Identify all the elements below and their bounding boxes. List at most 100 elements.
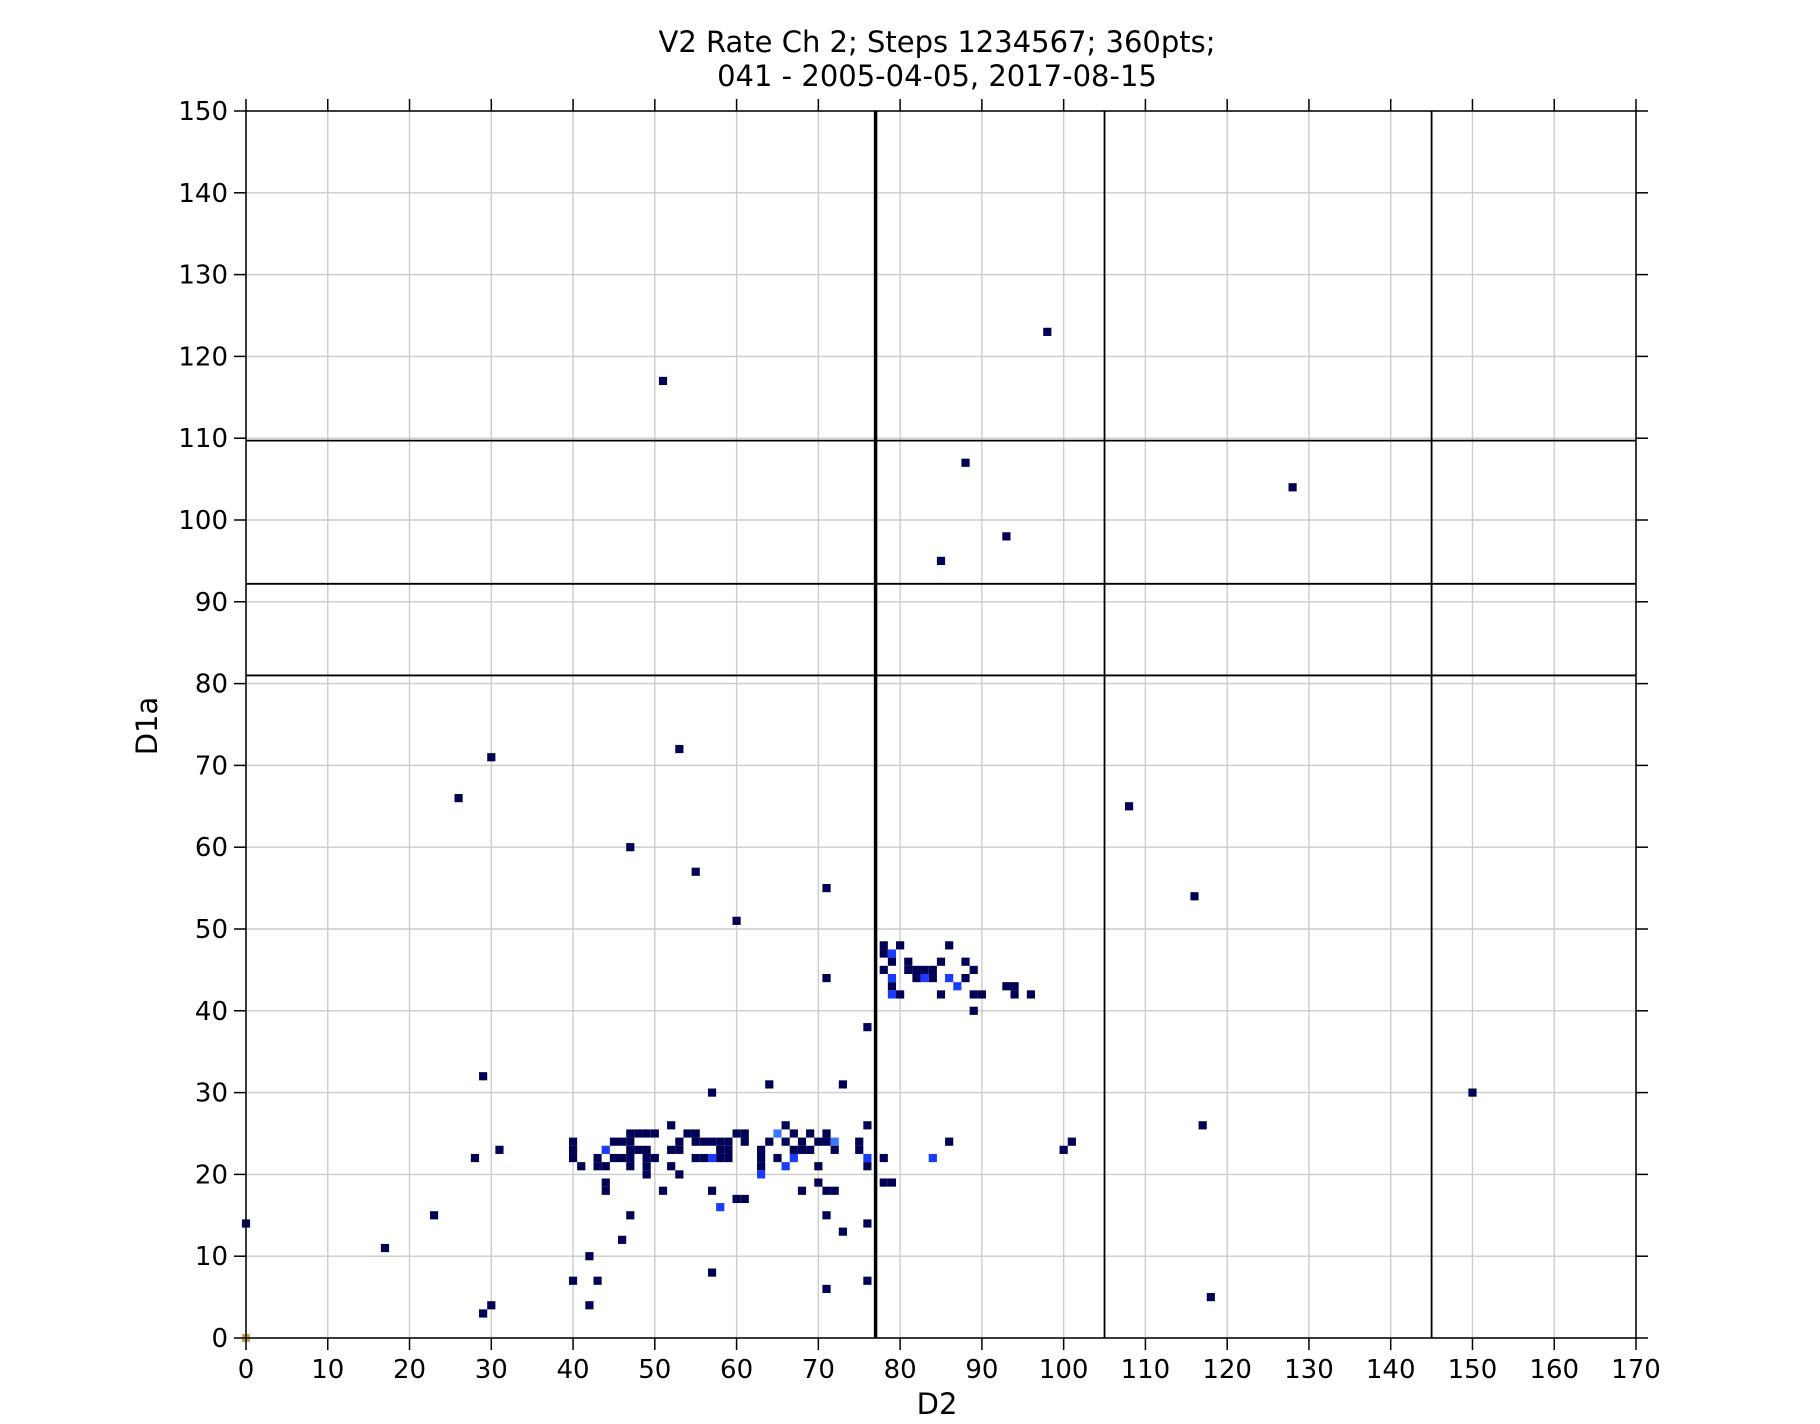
heatmap-cell [773, 1129, 782, 1138]
heatmap-cell [879, 949, 888, 958]
heatmap-cell [797, 1186, 807, 1195]
heatmap-cell [879, 1178, 888, 1187]
heatmap-cell [601, 1162, 610, 1171]
heatmap-cell [626, 1137, 635, 1146]
heatmap-cell [683, 1129, 692, 1138]
heatmap-cell [1010, 982, 1019, 991]
heatmap-cell [797, 1137, 807, 1146]
y-tick-label: 60 [195, 833, 228, 863]
heatmap-cell [593, 1153, 602, 1163]
heatmap-cell [928, 973, 937, 983]
reference-lines [246, 111, 1636, 1338]
heatmap-cell [667, 1121, 676, 1130]
heatmap-cell [838, 1080, 847, 1089]
heatmap-cell [1059, 1145, 1068, 1154]
y-tick-label: 130 [178, 261, 228, 291]
heatmap-cell [773, 1153, 782, 1163]
heatmap-cell [667, 1162, 676, 1171]
heatmap-cell [953, 982, 962, 991]
y-tick-label: 150 [178, 97, 228, 127]
heatmap-cell [479, 1072, 488, 1081]
x-tick-label: 0 [238, 1355, 255, 1385]
heatmap-cell [724, 1145, 733, 1154]
heatmap-cell [642, 1153, 651, 1163]
y-axis-label: D1a [130, 697, 164, 756]
heatmap-cell [822, 884, 831, 893]
heatmap-cell [429, 1211, 439, 1220]
heatmap-cell [699, 1153, 708, 1163]
heatmap-cell [969, 990, 978, 999]
x-tick-label: 10 [311, 1355, 344, 1385]
heatmap-cell [887, 957, 897, 966]
x-tick-label: 30 [475, 1355, 508, 1385]
axis-ticks: 0 10 20 30 40 50 60 70 80 90 100 110 120 130 140 150 160… [178, 97, 1660, 1385]
heatmap-cell [609, 1153, 619, 1163]
heatmap-cell [691, 1129, 700, 1138]
x-tick-label: 80 [884, 1355, 917, 1385]
x-tick-label: 110 [1121, 1355, 1171, 1385]
heatmap-cell [740, 1129, 749, 1138]
heatmap-cell [961, 973, 970, 983]
heatmap-cell [904, 957, 913, 966]
heatmap-cell [977, 990, 986, 999]
heatmap-cell [789, 1129, 798, 1138]
heatmap-cell [642, 1129, 651, 1138]
y-tick-label: 80 [195, 670, 228, 700]
heatmap-cell [757, 1153, 766, 1163]
heatmap-cell [969, 965, 978, 974]
heatmap-cell [724, 1153, 733, 1163]
heatmap-cell [642, 1170, 651, 1179]
y-tick-label: 40 [195, 997, 228, 1027]
heatmap-cell [814, 1178, 823, 1187]
heatmap-cell [1043, 327, 1052, 336]
heatmap-cell [691, 1137, 700, 1146]
heatmap-cell [757, 1170, 766, 1179]
heatmap-cell [1206, 1293, 1215, 1302]
heatmap-cell [716, 1203, 725, 1212]
heatmap-cell [896, 941, 905, 950]
heatmap-cell [585, 1252, 594, 1261]
heatmap-cell [675, 1137, 684, 1146]
heatmap-cell [732, 1194, 741, 1204]
heatmap-cell [1002, 982, 1011, 991]
heatmap-cell [618, 1153, 627, 1163]
heatmap-cell [716, 1145, 725, 1154]
heatmap-cell [618, 1235, 627, 1244]
heatmap-cell [1468, 1088, 1477, 1097]
heatmap-cell [732, 1129, 741, 1138]
heatmap-cell [887, 1178, 897, 1187]
heatmap-cell [626, 1145, 635, 1154]
heatmap-cell [593, 1276, 602, 1285]
heatmap-cell [716, 1153, 725, 1163]
heatmap-cell [675, 744, 684, 754]
x-tick-label: 120 [1202, 1355, 1252, 1385]
heatmap-cell [650, 1153, 659, 1163]
heatmap-cell [626, 1129, 635, 1138]
y-tick-label: 90 [195, 588, 228, 618]
heatmap-cell [757, 1145, 766, 1154]
heatmap-cell [838, 1227, 847, 1236]
y-tick-label: 70 [195, 751, 228, 781]
heatmap-cell [806, 1145, 815, 1154]
heatmap-cell [380, 1243, 390, 1253]
heatmap-cell [707, 1186, 717, 1195]
heatmap-cell [568, 1276, 578, 1285]
heatmap-cell [568, 1145, 578, 1154]
heatmap-cell [863, 1162, 872, 1171]
heatmap-cell [863, 1153, 872, 1163]
x-tick-label: 20 [393, 1355, 426, 1385]
heatmap-cell [658, 1186, 668, 1195]
heatmap-cell [928, 1153, 937, 1163]
y-tick-label: 120 [178, 342, 228, 372]
y-tick-label: 30 [195, 1079, 228, 1109]
x-tick-label: 100 [1039, 1355, 1089, 1385]
x-tick-label: 160 [1529, 1355, 1579, 1385]
y-tick-label: 50 [195, 915, 228, 945]
heatmap-cell [675, 1170, 684, 1179]
heatmap-cell [1190, 892, 1199, 901]
heatmap-cell [487, 753, 496, 762]
heatmap-cell [568, 1153, 578, 1163]
heatmap-cell [577, 1162, 586, 1171]
x-tick-label: 170 [1611, 1355, 1661, 1385]
